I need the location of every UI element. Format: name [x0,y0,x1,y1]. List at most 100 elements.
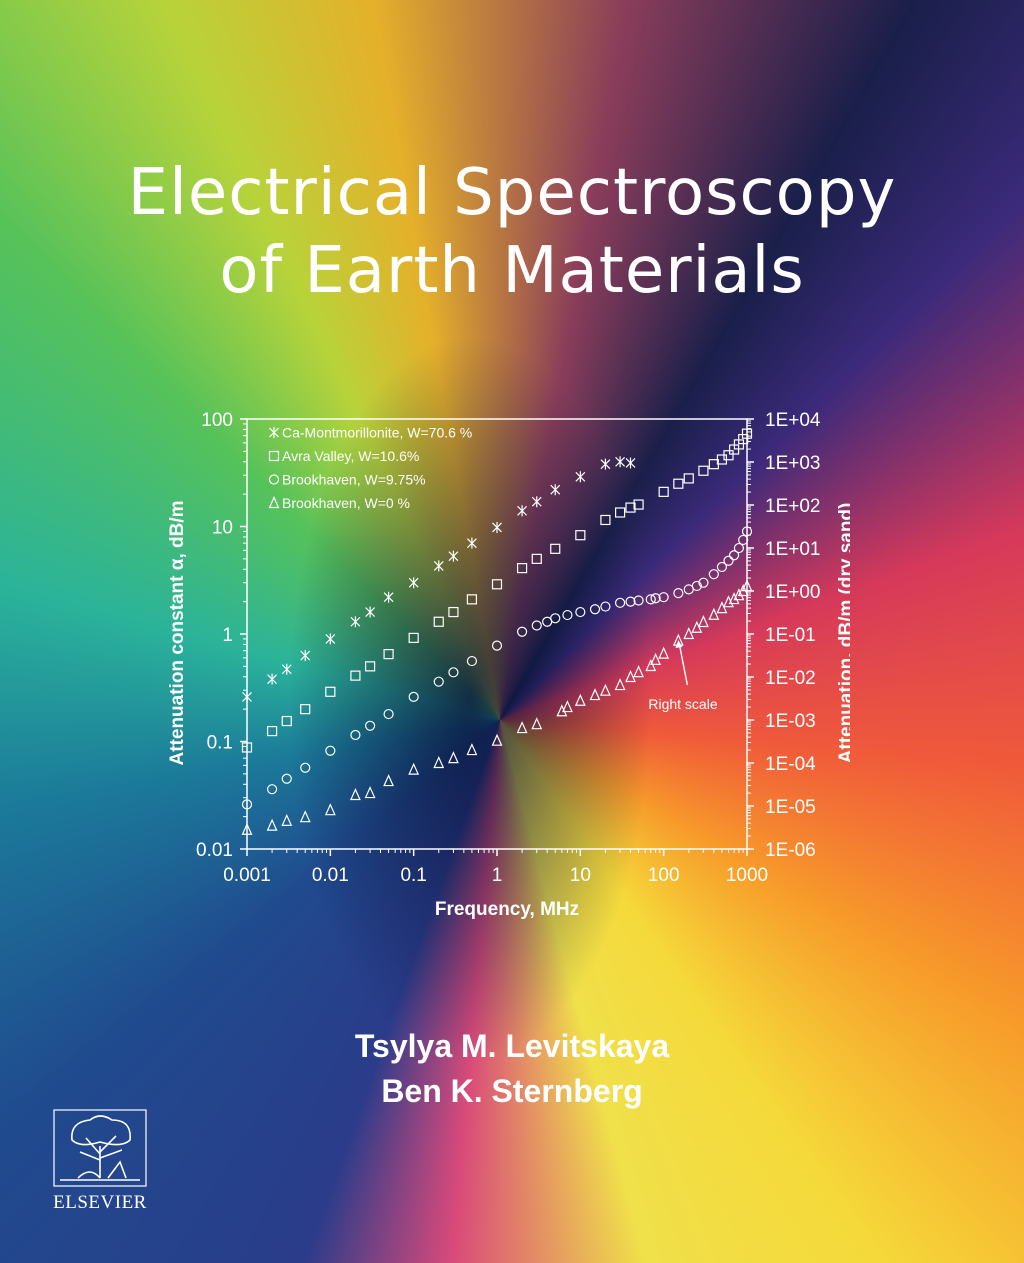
data-point [447,751,459,764]
data-point [733,588,745,601]
y2-tick-label: 1E+04 [765,410,821,431]
data-point [575,606,586,618]
data-point [408,577,419,589]
y2-tick-label: 1E+00 [765,582,820,603]
data-point [408,691,419,702]
data-point [466,594,478,605]
series-2 [241,428,753,753]
data-point [466,743,478,756]
y2-tick-label: 1E-01 [765,625,816,646]
data-point [491,579,503,590]
data-point [658,592,669,603]
data-point [281,813,293,827]
y-axis-label-left: Attenuation constant α, dB/m [167,500,188,765]
data-point [408,632,419,643]
data-point [242,691,252,703]
data-point [550,543,561,554]
data-point [614,597,626,608]
y2-tick-label: 1E+01 [765,539,820,560]
data-point [325,633,336,645]
data-point [708,607,720,620]
data-point [550,613,561,624]
data-point [516,563,528,574]
data-point [728,550,740,561]
data-point [408,762,420,775]
y-tick-label: 1 [222,625,233,646]
data-point [625,457,636,469]
data-point [645,594,656,605]
data-point [658,486,669,497]
data-point [723,450,734,461]
annotation-arrowhead [675,640,683,648]
x-tick-label: 0.001 [223,865,271,886]
data-point [325,745,336,756]
data-point [550,484,561,496]
data-point [448,667,459,678]
x-tick-label: 100 [648,865,680,886]
data-point [266,725,278,737]
data-point [491,733,503,746]
data-point [741,428,753,439]
data-point [466,537,477,549]
data-point [575,530,586,541]
data-point [615,456,626,468]
data-point [650,593,661,604]
data-point [625,670,636,683]
data-point [266,784,278,795]
y2-tick-label: 1E-05 [765,797,816,818]
chart-marks [241,428,753,835]
attenuation-chart: Frequency, MHz Attenuation constant α, d… [167,410,850,920]
data-point [300,650,311,662]
data-point [325,686,336,697]
data-point [683,473,694,484]
data-point [266,818,278,831]
y2-tick-label: 1E+03 [765,453,820,474]
data-point [516,721,528,734]
x-tick-label: 1000 [726,865,768,886]
data-point [589,688,601,701]
data-point [448,606,459,618]
data-point [350,729,361,741]
y2-tick-label: 1E-02 [765,668,816,689]
data-point [561,700,573,713]
x-tick-label: 0.01 [312,865,349,886]
data-point [625,596,636,607]
x-axis-label: Frequency, MHz [435,899,579,920]
data-point [633,595,644,606]
series-3 [241,526,753,810]
series-1 [242,456,636,703]
data-point [645,659,657,672]
data-point [448,550,459,562]
data-point [600,601,611,612]
publisher-name: ELSEVIER [53,1192,147,1213]
data-point [433,756,445,769]
chart-labels: Frequency, MHz Attenuation constant α, d… [167,410,850,920]
chart-axes [240,418,754,856]
book-title-line-1: Electrical Spectroscopy [127,156,897,230]
data-point [733,542,745,554]
data-point [350,616,361,628]
data-point [433,560,444,572]
data-point [531,496,542,508]
x-tick-label: 1 [492,865,503,886]
data-point [383,774,395,787]
data-point [708,569,719,580]
data-point [300,704,311,715]
data-point [738,434,749,445]
data-point [600,514,611,526]
right-scale-annotation: Right scale [648,696,717,712]
legend-marker [268,496,280,509]
legend-entry: Ca-Montmorillonite, W=70.6 % [282,425,472,441]
data-point [492,521,502,533]
author-1: Tsylya M. Levitskaya [354,1028,670,1064]
elsevier-tree-logo-icon [53,1109,147,1187]
data-point [672,633,684,646]
data-point [350,670,361,681]
data-point [614,678,626,691]
data-point [650,652,662,665]
data-point [267,673,278,685]
y2-tick-label: 1E+02 [765,496,820,517]
y-tick-label: 100 [201,410,233,431]
data-point [324,803,336,816]
data-point [633,499,644,510]
